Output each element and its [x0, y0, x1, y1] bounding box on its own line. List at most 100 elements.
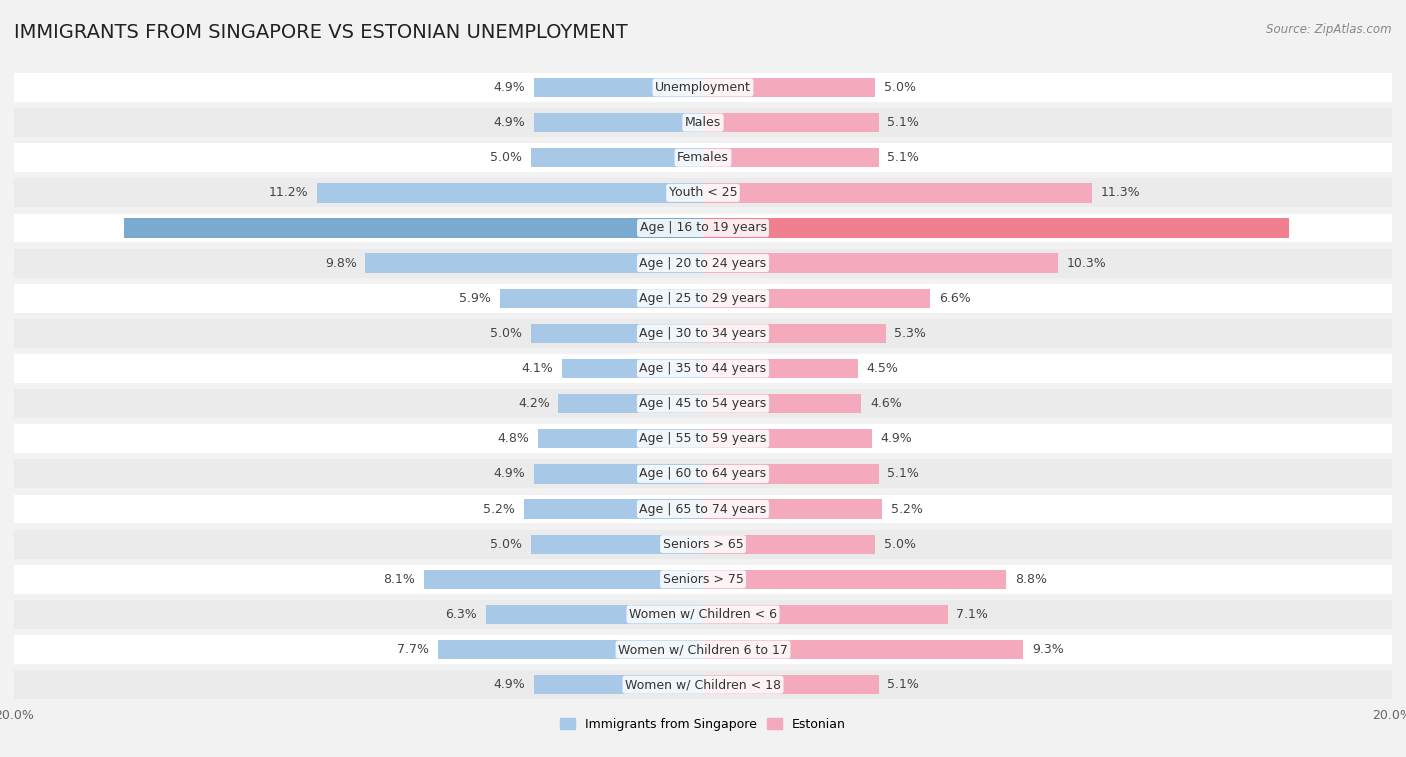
Text: 4.6%: 4.6% — [870, 397, 901, 410]
Text: 4.9%: 4.9% — [494, 81, 526, 94]
Text: Females: Females — [678, 151, 728, 164]
Bar — [14, 354, 1392, 383]
Bar — [703, 78, 875, 97]
Bar — [534, 675, 703, 694]
Bar — [703, 500, 882, 519]
Bar — [703, 569, 1007, 589]
Bar — [14, 389, 1392, 418]
Text: 4.9%: 4.9% — [494, 678, 526, 691]
Text: Age | 35 to 44 years: Age | 35 to 44 years — [640, 362, 766, 375]
Bar — [558, 394, 703, 413]
Bar — [703, 605, 948, 624]
Text: 6.3%: 6.3% — [446, 608, 478, 621]
Bar — [534, 78, 703, 97]
Text: Seniors > 75: Seniors > 75 — [662, 573, 744, 586]
Bar — [14, 179, 1392, 207]
Bar — [14, 670, 1392, 699]
Text: 8.8%: 8.8% — [1015, 573, 1046, 586]
Text: 10.3%: 10.3% — [1066, 257, 1107, 269]
Bar — [14, 494, 1392, 523]
Text: 11.2%: 11.2% — [269, 186, 308, 199]
Text: 5.2%: 5.2% — [484, 503, 515, 516]
Text: 5.0%: 5.0% — [884, 537, 915, 550]
Text: 7.1%: 7.1% — [956, 608, 988, 621]
Text: Age | 60 to 64 years: Age | 60 to 64 years — [640, 467, 766, 481]
Text: 5.9%: 5.9% — [460, 291, 491, 305]
Text: 5.1%: 5.1% — [887, 678, 920, 691]
Bar — [703, 183, 1092, 203]
Bar — [14, 319, 1392, 347]
Bar — [534, 464, 703, 484]
Bar — [531, 534, 703, 554]
Text: 4.8%: 4.8% — [498, 432, 529, 445]
Text: 16.8%: 16.8% — [73, 222, 115, 235]
Text: 5.0%: 5.0% — [491, 327, 522, 340]
Text: 17.0%: 17.0% — [1298, 222, 1341, 235]
Bar — [14, 565, 1392, 593]
Text: 6.6%: 6.6% — [939, 291, 970, 305]
Text: 5.0%: 5.0% — [491, 537, 522, 550]
Text: 11.3%: 11.3% — [1101, 186, 1140, 199]
Bar — [486, 605, 703, 624]
Text: Age | 16 to 19 years: Age | 16 to 19 years — [640, 222, 766, 235]
Text: Age | 25 to 29 years: Age | 25 to 29 years — [640, 291, 766, 305]
Bar — [703, 288, 931, 308]
Bar — [524, 500, 703, 519]
Text: Youth < 25: Youth < 25 — [669, 186, 737, 199]
Text: 4.2%: 4.2% — [517, 397, 550, 410]
Bar — [437, 640, 703, 659]
Text: Males: Males — [685, 116, 721, 129]
Text: Age | 55 to 59 years: Age | 55 to 59 years — [640, 432, 766, 445]
Text: IMMIGRANTS FROM SINGAPORE VS ESTONIAN UNEMPLOYMENT: IMMIGRANTS FROM SINGAPORE VS ESTONIAN UN… — [14, 23, 628, 42]
Bar — [534, 113, 703, 132]
Bar — [703, 640, 1024, 659]
Bar — [703, 113, 879, 132]
Bar — [703, 359, 858, 378]
Text: 5.1%: 5.1% — [887, 116, 920, 129]
Text: Age | 45 to 54 years: Age | 45 to 54 years — [640, 397, 766, 410]
Text: Women w/ Children < 18: Women w/ Children < 18 — [626, 678, 780, 691]
Bar — [14, 73, 1392, 102]
Text: 5.3%: 5.3% — [894, 327, 927, 340]
Text: 7.7%: 7.7% — [396, 643, 429, 656]
Text: 9.3%: 9.3% — [1032, 643, 1064, 656]
Bar — [531, 324, 703, 343]
Bar — [366, 254, 703, 273]
Bar — [425, 569, 703, 589]
Text: Women w/ Children < 6: Women w/ Children < 6 — [628, 608, 778, 621]
Text: 4.9%: 4.9% — [880, 432, 912, 445]
Text: Age | 65 to 74 years: Age | 65 to 74 years — [640, 503, 766, 516]
Bar — [14, 108, 1392, 137]
Bar — [703, 394, 862, 413]
Bar — [531, 148, 703, 167]
Bar — [14, 213, 1392, 242]
Bar — [703, 218, 1289, 238]
Text: 5.2%: 5.2% — [891, 503, 922, 516]
Text: 5.1%: 5.1% — [887, 467, 920, 481]
Legend: Immigrants from Singapore, Estonian: Immigrants from Singapore, Estonian — [555, 713, 851, 736]
Text: Age | 30 to 34 years: Age | 30 to 34 years — [640, 327, 766, 340]
Text: 5.0%: 5.0% — [491, 151, 522, 164]
Bar — [703, 324, 886, 343]
Bar — [537, 429, 703, 448]
Bar — [703, 429, 872, 448]
Text: Women w/ Children 6 to 17: Women w/ Children 6 to 17 — [619, 643, 787, 656]
Text: 5.1%: 5.1% — [887, 151, 920, 164]
Bar — [14, 530, 1392, 559]
Bar — [14, 459, 1392, 488]
Bar — [499, 288, 703, 308]
Bar — [14, 284, 1392, 313]
Bar — [703, 675, 879, 694]
Text: Unemployment: Unemployment — [655, 81, 751, 94]
Bar — [703, 148, 879, 167]
Text: Source: ZipAtlas.com: Source: ZipAtlas.com — [1267, 23, 1392, 36]
Text: 8.1%: 8.1% — [384, 573, 415, 586]
Bar — [703, 254, 1057, 273]
Bar — [14, 425, 1392, 453]
Text: 4.5%: 4.5% — [866, 362, 898, 375]
Bar — [318, 183, 703, 203]
Bar — [14, 635, 1392, 664]
Text: Seniors > 65: Seniors > 65 — [662, 537, 744, 550]
Bar — [14, 143, 1392, 172]
Bar — [703, 464, 879, 484]
